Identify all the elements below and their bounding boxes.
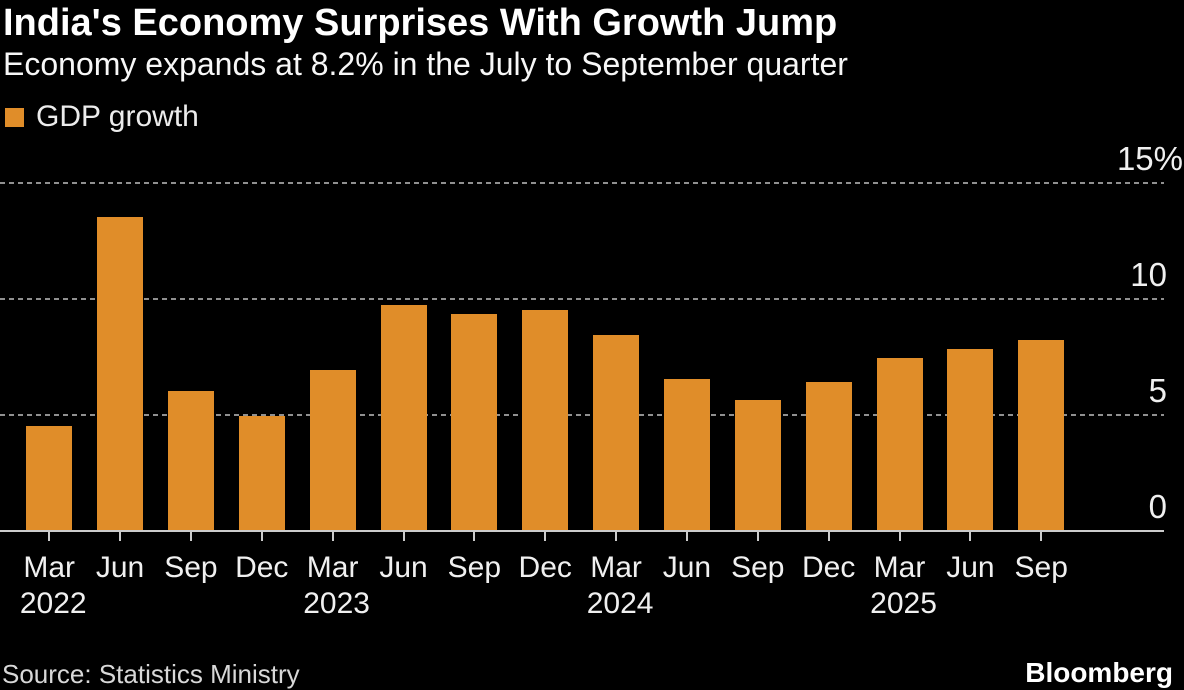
gdp-bar-Mar-2022-0 (26, 425, 73, 530)
x-axis-tick-6 (473, 532, 476, 541)
x-axis-tick-9 (685, 532, 688, 541)
gdp-bar-Jun-5 (380, 305, 427, 530)
x-axis-tick-7 (544, 532, 547, 541)
bloomberg-logo: Bloomberg (1025, 657, 1173, 688)
x-axis-tick-3 (260, 532, 263, 541)
x-axis-tick-8 (615, 532, 618, 541)
gdp-bar-Jun-13 (947, 349, 994, 530)
gdp-bar-Jun-9 (663, 379, 710, 530)
x-axis-month-label-11: Dec (801, 551, 856, 584)
x-axis-year-label-2025: 2025 (870, 587, 937, 620)
source-note: Source: Statistics Ministry (2, 659, 300, 689)
gridline-5 (0, 414, 1164, 417)
gdp-bar-Sep-2 (167, 390, 214, 530)
x-axis-baseline (0, 530, 1164, 532)
x-axis-month-label-1: Jun (95, 551, 145, 584)
x-axis-year-label-2024: 2024 (586, 587, 654, 620)
x-axis-tick-10 (756, 532, 759, 541)
x-axis-year-label-2023: 2023 (303, 587, 370, 620)
gdp-bar-Dec-11 (805, 381, 852, 530)
y-axis-label-10: 10 (1130, 256, 1167, 294)
gdp-bar-Sep-10 (734, 400, 781, 530)
x-axis-year-label-2022: 2022 (19, 587, 87, 620)
x-axis-month-label-3: Dec (235, 551, 289, 584)
gdp-bar-Mar-2024-8 (593, 335, 640, 530)
gridline-15 (0, 182, 1164, 185)
x-axis-month-label-12: Mar (873, 551, 926, 584)
x-axis-month-label-0: Mar (23, 551, 76, 584)
gridline-10 (0, 298, 1164, 301)
gdp-bar-Sep-14 (1018, 339, 1065, 530)
x-axis-tick-0 (48, 532, 51, 541)
legend-label: GDP growth (36, 100, 199, 133)
y-axis-label-5: 5 (1148, 372, 1167, 410)
x-axis-month-label-14: Sep (1014, 551, 1068, 584)
y-axis-label-15%: 15% (1116, 140, 1183, 178)
gdp-bar-Dec-3 (238, 416, 285, 530)
chart-title: India's Economy Surprises With Growth Ju… (3, 2, 838, 44)
gdp-bar-Jun-1 (97, 217, 144, 530)
gdp-bar-Mar-2025-12 (876, 358, 923, 530)
chart-subtitle: Economy expands at 8.2% in the July to S… (3, 46, 848, 82)
x-axis-month-label-5: Jun (379, 551, 428, 584)
x-axis-tick-5 (402, 532, 405, 541)
x-axis-tick-11 (827, 532, 830, 541)
gdp-bar-Dec-7 (522, 309, 569, 530)
x-axis-tick-4 (331, 532, 334, 541)
x-axis-tick-13 (969, 532, 972, 541)
x-axis-tick-1 (119, 532, 122, 541)
y-axis-label-0: 0 (1148, 488, 1167, 525)
x-axis-month-label-13: Jun (946, 551, 995, 584)
x-axis-month-label-6: Sep (447, 551, 502, 584)
x-axis-tick-2 (189, 532, 192, 541)
x-axis-month-label-10: Sep (731, 551, 785, 584)
x-axis-month-label-2: Sep (164, 551, 218, 584)
x-axis-tick-14 (1040, 532, 1043, 541)
x-axis-month-label-4: Mar (306, 551, 359, 584)
legend: GDP growth (5, 99, 199, 135)
gdp-bar-Mar-2023-4 (309, 370, 356, 530)
gdp-bar-Sep-6 (451, 314, 498, 530)
legend-swatch-icon (5, 107, 24, 127)
x-axis-month-label-9: Jun (662, 551, 712, 584)
x-axis-tick-12 (898, 532, 901, 541)
x-axis-month-label-8: Mar (590, 551, 642, 584)
x-axis-month-label-7: Dec (518, 551, 572, 584)
